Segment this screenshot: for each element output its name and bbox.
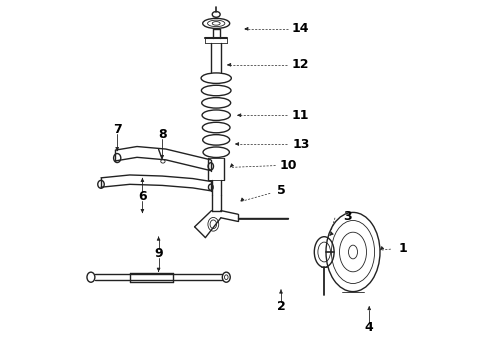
Text: 1: 1 xyxy=(399,242,408,255)
Text: 3: 3 xyxy=(343,210,352,222)
Text: 11: 11 xyxy=(292,109,310,122)
Text: 10: 10 xyxy=(279,159,297,172)
Text: 9: 9 xyxy=(154,247,163,260)
Text: 12: 12 xyxy=(292,58,310,71)
Text: 6: 6 xyxy=(138,190,147,203)
Text: 8: 8 xyxy=(158,129,167,141)
Text: 5: 5 xyxy=(277,184,285,197)
Text: 7: 7 xyxy=(113,123,122,136)
Text: 2: 2 xyxy=(277,300,285,313)
Text: 4: 4 xyxy=(365,321,373,334)
Text: 13: 13 xyxy=(292,138,310,150)
Text: 14: 14 xyxy=(292,22,310,35)
